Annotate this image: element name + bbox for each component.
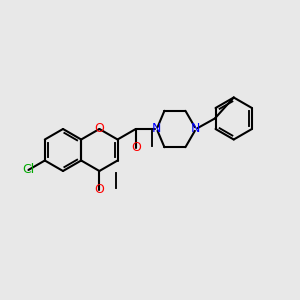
Text: O: O	[94, 122, 104, 136]
Text: N: N	[152, 122, 161, 136]
Text: O: O	[131, 141, 141, 154]
Text: N: N	[191, 122, 201, 136]
Text: O: O	[94, 183, 104, 196]
Text: Cl: Cl	[22, 164, 34, 176]
